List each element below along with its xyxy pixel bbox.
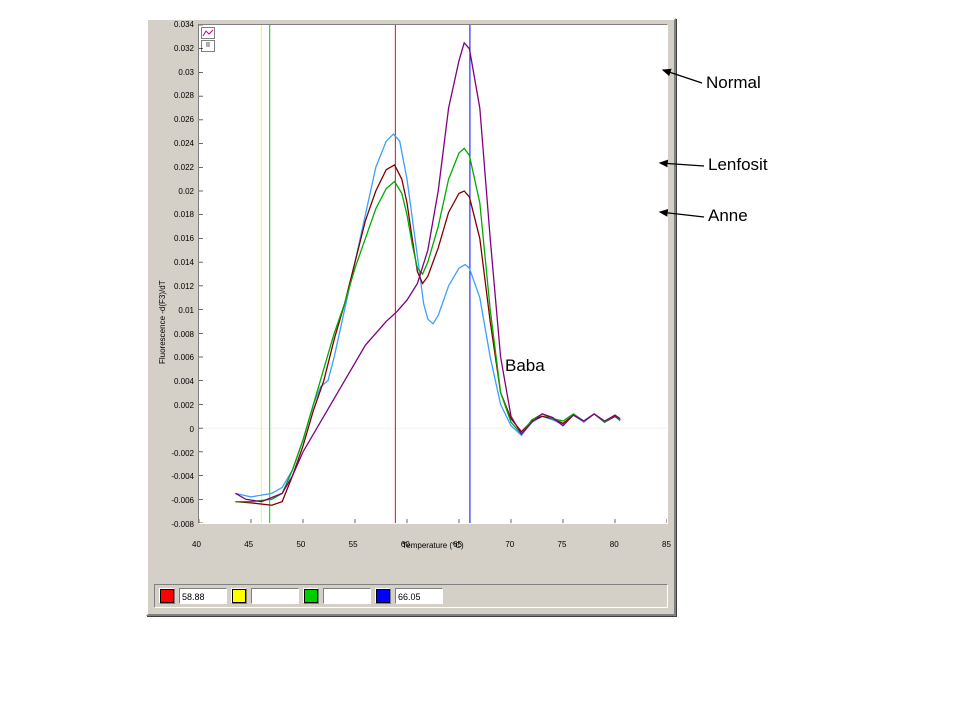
- y-tick-label: -0.008: [154, 520, 194, 529]
- marker-swatch-green[interactable]: [303, 588, 319, 604]
- marker-value-blue[interactable]: 66.05: [395, 588, 443, 604]
- x-tick-label: 65: [453, 540, 462, 549]
- y-tick-label: 0.004: [154, 377, 194, 386]
- y-tick-label: 0.026: [154, 115, 194, 124]
- y-tick-label: 0.03: [154, 68, 194, 77]
- marker-readout-bar: 58.88 66.05: [154, 584, 668, 608]
- marker-swatch-blue[interactable]: [375, 588, 391, 604]
- x-tick-label: 85: [662, 540, 671, 549]
- y-tick-label: 0.012: [154, 282, 194, 291]
- y-tick-label: 0.032: [154, 44, 194, 53]
- y-tick-label: -0.004: [154, 472, 194, 481]
- y-tick-label: -0.002: [154, 449, 194, 458]
- y-tick-label: 0.002: [154, 401, 194, 410]
- y-tick-label: -0.006: [154, 496, 194, 505]
- y-tick-label: 0.006: [154, 353, 194, 362]
- x-tick-label: 75: [558, 540, 567, 549]
- plot-outer: Fluorescence -d(F3)/dT II Temperature (°…: [198, 24, 668, 552]
- x-tick-label: 40: [192, 540, 201, 549]
- y-tick-label: 0.008: [154, 330, 194, 339]
- marker-swatch-yellow[interactable]: [231, 588, 247, 604]
- y-tick-label: 0.034: [154, 20, 194, 29]
- annotation-anne: Anne: [708, 206, 748, 226]
- annotation-normal: Normal: [706, 73, 761, 93]
- x-tick-label: 50: [296, 540, 305, 549]
- annotation-lenfosit: Lenfosit: [708, 155, 768, 175]
- marker-swatch-red[interactable]: [159, 588, 175, 604]
- y-axis-label: Fluorescence -d(F3)/dT: [158, 280, 167, 364]
- x-tick-label: 70: [505, 540, 514, 549]
- x-tick-label: 80: [610, 540, 619, 549]
- y-tick-label: 0.014: [154, 258, 194, 267]
- y-axis-ticks: -0.008-0.006-0.004-0.00200.0020.0040.006…: [198, 24, 668, 552]
- y-tick-label: 0.018: [154, 210, 194, 219]
- y-tick-label: 0.028: [154, 91, 194, 100]
- y-tick-label: 0.02: [154, 187, 194, 196]
- y-tick-label: 0.022: [154, 163, 194, 172]
- annotation-baba: Baba: [505, 356, 545, 376]
- chart-panel: Fluorescence -d(F3)/dT II Temperature (°…: [146, 18, 676, 616]
- x-tick-label: 60: [401, 540, 410, 549]
- marker-value-green[interactable]: [323, 588, 371, 604]
- marker-value-red[interactable]: 58.88: [179, 588, 227, 604]
- x-tick-label: 55: [349, 540, 358, 549]
- y-tick-label: 0.016: [154, 234, 194, 243]
- y-tick-label: 0.01: [154, 306, 194, 315]
- x-tick-label: 45: [244, 540, 253, 549]
- y-tick-label: 0.024: [154, 139, 194, 148]
- slide-canvas: Fluorescence -d(F3)/dT II Temperature (°…: [0, 0, 960, 720]
- y-tick-label: 0: [154, 425, 194, 434]
- marker-value-yellow[interactable]: [251, 588, 299, 604]
